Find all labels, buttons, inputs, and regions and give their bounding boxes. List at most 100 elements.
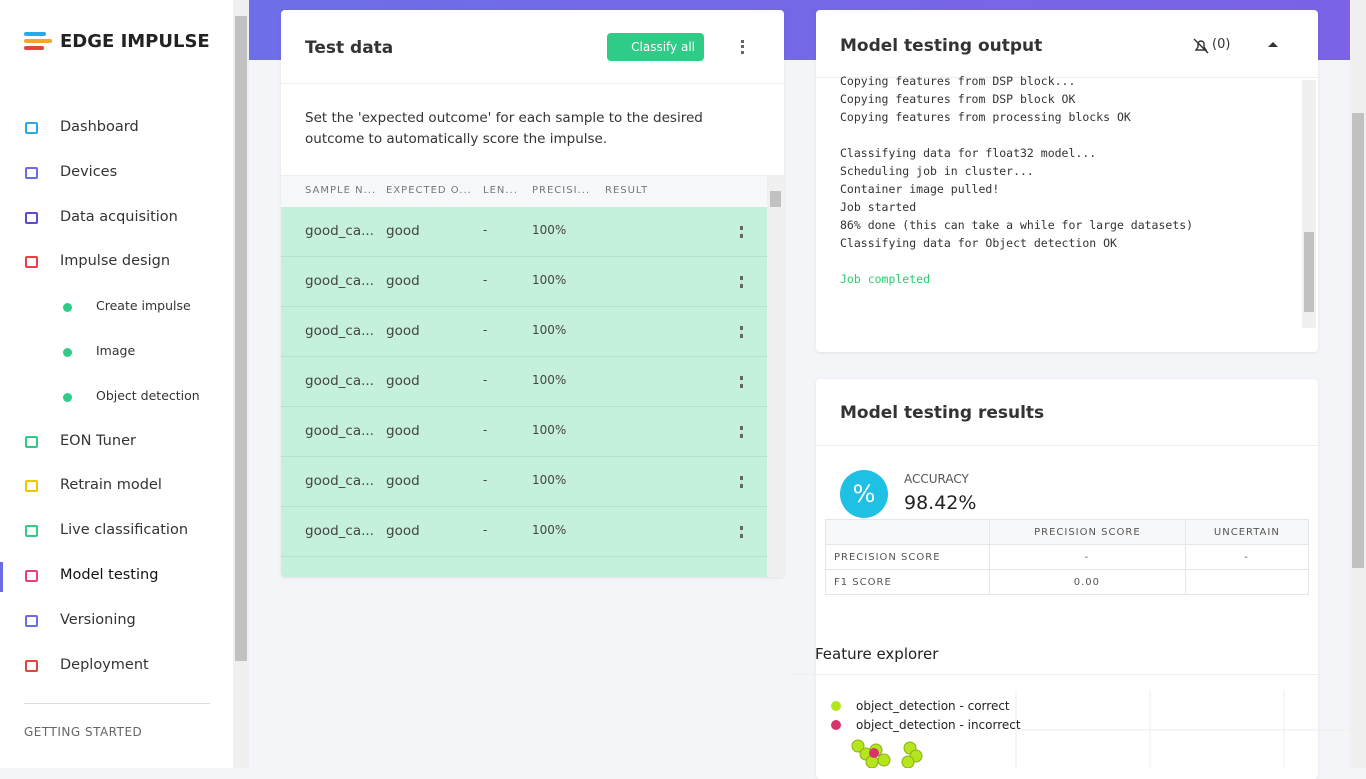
table-cell: good_ca... (305, 423, 374, 439)
nav-icon (25, 256, 38, 269)
table-header: SAMPLE N... EXPECTED O... LEN... PRECISI...… (281, 175, 767, 207)
nav-icon (25, 166, 38, 179)
row-menu[interactable] (740, 476, 743, 488)
table-cell: good_ca... (305, 223, 374, 239)
nav-item[interactable]: Devices (60, 163, 118, 180)
results-table: PRECISION SCORE UNCERTAIN PRECISION SCORE -… (825, 519, 1310, 595)
header-row: PRECISION SCORE UNCERTAIN (825, 519, 1310, 545)
column-header: UNCERTAIN (1184, 519, 1310, 545)
table-cell: good (386, 323, 420, 339)
table-cell: good (386, 523, 420, 539)
nav-item[interactable]: Retrain model (60, 477, 162, 494)
table-row[interactable]: good_ca... good - 100% (281, 357, 767, 407)
collapse-icon[interactable] (1267, 40, 1279, 48)
table-cell: - (483, 423, 488, 437)
column-header: LEN... (483, 185, 518, 196)
table-cell: PRECISION SCORE (825, 544, 990, 570)
table-row[interactable]: good_ca... good - 100% (281, 257, 767, 307)
scrollbar (233, 0, 249, 768)
log: Copying features from DSP block... Copyin… (840, 72, 1300, 330)
accuracy-icon: % (840, 470, 888, 518)
nav-item[interactable]: EON Tuner (60, 432, 136, 449)
divider (24, 703, 210, 704)
row-menu[interactable] (740, 426, 743, 438)
divider (816, 77, 1318, 78)
table-cell: - (483, 373, 488, 387)
column-header: RESULT (605, 185, 649, 196)
legend-label: object_detection - correct (856, 699, 1010, 713)
row-menu[interactable] (740, 526, 743, 538)
results-card: Model testing results % ACCURACY 98.42% … (816, 379, 1318, 779)
nav-item[interactable]: Image (96, 343, 136, 358)
description: Set the 'expected outcome' for each samp… (305, 110, 703, 147)
classify-all-button[interactable]: Classify all (607, 33, 704, 61)
table-cell: 100% (532, 473, 567, 487)
table-cell: F1 SCORE (825, 569, 990, 595)
nav-item[interactable]: Deployment (60, 656, 149, 673)
scroll-thumb (1304, 232, 1314, 312)
nav-icon (25, 659, 38, 672)
nav-icon (25, 570, 38, 582)
divider (816, 445, 1318, 446)
table-row[interactable]: good_ca... good - 100% (281, 407, 767, 457)
table-cell: good (386, 423, 420, 439)
bullet (63, 303, 72, 313)
table-cell: good_ca... (305, 523, 374, 539)
scrollbar (767, 175, 784, 577)
table-cell: - (483, 323, 488, 337)
table-row[interactable]: good_ca... good - 100% (281, 507, 767, 557)
row-menu[interactable] (740, 376, 743, 388)
column-header: PRECISION SCORE (989, 519, 1186, 545)
table-cell (825, 519, 990, 545)
table-row (281, 557, 767, 577)
log-line: 86% done (this can take a while for larg… (840, 218, 1194, 232)
nav-item[interactable]: Versioning (60, 611, 136, 628)
table-cell: good (386, 373, 420, 389)
nav-item[interactable]: Data acquisition (60, 208, 178, 225)
table-cell: 100% (532, 223, 567, 237)
table-cell: - (1184, 544, 1310, 570)
nav-icon (25, 122, 38, 134)
scrollbar (1302, 80, 1316, 328)
logo (24, 32, 52, 50)
nav-item[interactable]: Object detection (96, 387, 200, 403)
table-row[interactable]: good_ca... good - 100% (281, 207, 767, 257)
scroll-thumb (235, 16, 247, 661)
log-group: Classifying data for float32 model... Sch… (840, 144, 1300, 252)
card-title: Model testing results (840, 403, 1045, 423)
output-card: Model testing output (0) Copying feature… (816, 10, 1318, 352)
table-row[interactable]: good_ca... good - 100% (281, 307, 767, 357)
scrollbar (1350, 0, 1366, 768)
table-cell: 0.00 (989, 569, 1186, 595)
log-line: Copying features from processing blocks … (840, 110, 1131, 124)
nav-item[interactable]: Dashboard (60, 119, 139, 135)
nav-item[interactable]: Live classification (60, 522, 189, 539)
bell-icon[interactable] (1192, 38, 1210, 54)
nav-item[interactable]: Model testing (60, 567, 159, 583)
card-title: Test data (305, 38, 394, 58)
notifications[interactable]: (0) (1212, 37, 1231, 52)
scroll-thumb (770, 191, 781, 207)
row-menu[interactable] (740, 326, 743, 338)
table-cell: good (386, 223, 420, 239)
table-cell: 100% (532, 273, 567, 287)
row-menu[interactable] (740, 276, 743, 288)
nav-icon (25, 614, 38, 627)
log-line: Copying features from DSP block OK (840, 92, 1076, 106)
nav-item[interactable]: Impulse design (60, 253, 171, 270)
menu-icon[interactable] (741, 40, 744, 54)
table-cell: good_ca... (305, 273, 374, 289)
table-row[interactable]: good_ca... good - 100% (281, 457, 767, 507)
column-header: PRECISI... (532, 185, 591, 196)
table-cell: - (989, 544, 1186, 570)
row-menu[interactable] (740, 226, 743, 238)
log-line: Scheduling job in cluster... (840, 164, 1034, 178)
table-cell: 100% (532, 423, 567, 437)
nav-item[interactable]: Create impulse (96, 298, 191, 314)
nav-icon (25, 211, 38, 224)
table-cell: good (386, 273, 420, 289)
table-cell: - (483, 273, 488, 287)
log-line: Job started (840, 200, 917, 214)
accuracy-label: ACCURACY (904, 472, 969, 486)
test-data-card: Test data Classify all Set the 'expected… (281, 10, 784, 577)
